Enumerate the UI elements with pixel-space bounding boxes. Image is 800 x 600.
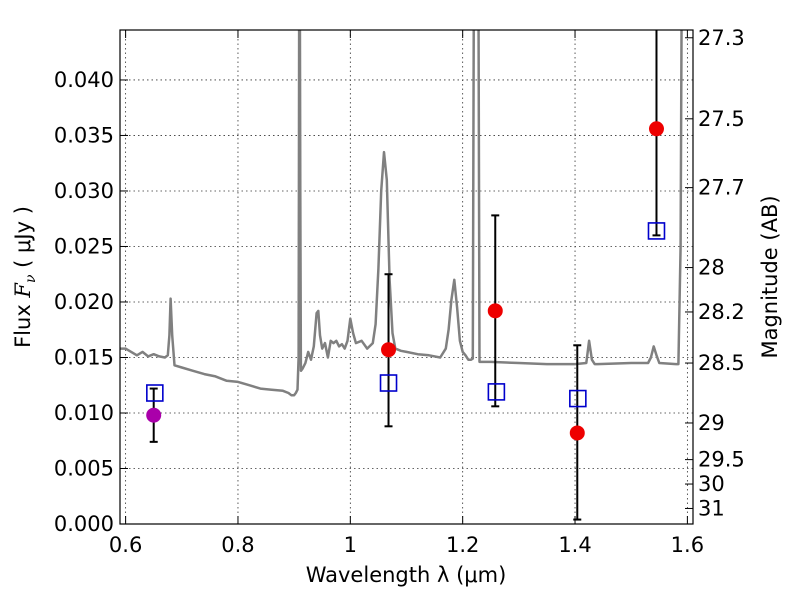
y2-tick-label: 28.2 <box>698 300 745 324</box>
y-axis-label: Flux Fν ( μJy ) <box>11 206 39 348</box>
y-tick-label: 0.025 <box>54 234 114 258</box>
y-tick-label: 0.020 <box>54 290 114 314</box>
y2-tick-label: 29 <box>698 411 725 435</box>
spectrum-line <box>120 30 683 397</box>
plot-frame <box>119 29 694 525</box>
plot-area <box>120 30 683 397</box>
y-tick-label: 0.030 <box>54 179 114 203</box>
y2-tick-label: 28 <box>698 256 725 280</box>
x-tick-label: 0.6 <box>109 533 142 557</box>
y2-tick-label: 28.5 <box>698 351 745 375</box>
observed-flux-point <box>569 425 585 441</box>
x-tick-label: 1 <box>344 533 357 557</box>
model-photometry-square <box>487 383 506 401</box>
x-tick-label: 1.4 <box>558 533 591 557</box>
y-tick-label: 0.035 <box>54 123 114 147</box>
observed-flux-point <box>648 121 664 137</box>
y-tick-label: 0.000 <box>54 512 114 536</box>
observed-flux-point <box>381 342 397 358</box>
y2-tick-label: 27.5 <box>698 107 745 131</box>
x-axis-label: Wavelength λ (μm) <box>306 563 507 587</box>
x-tick-label: 1.2 <box>446 533 479 557</box>
observed-flux-point <box>487 303 503 319</box>
markers <box>146 30 666 521</box>
y-tick-label: 0.015 <box>54 345 114 369</box>
plot-background <box>120 30 693 524</box>
model-photometry-square <box>569 389 587 408</box>
y2-tick-label: 30 <box>698 472 725 496</box>
x-tick-label: 1.6 <box>671 533 704 557</box>
y2-tick-label: 27.7 <box>698 176 745 200</box>
model-photometry-square <box>379 374 398 392</box>
model-photometry-square <box>146 384 164 402</box>
x-tick-label: 0.8 <box>221 533 254 557</box>
y2-tick-label: 27.3 <box>698 26 745 50</box>
y-tick-label: 0.040 <box>54 68 114 92</box>
y-tick-label: 0.010 <box>54 401 114 425</box>
y2-tick-label: 31 <box>698 496 725 520</box>
optical-flux-point <box>146 407 162 423</box>
y2-axis-label: Magnitude (AB) <box>758 195 782 358</box>
ticks: 0.6 0.8 1 1.2 1.4 1.6 0.000 0.005 0.010 0.015 0.02… <box>54 26 745 557</box>
y-tick-label: 0.005 <box>54 456 114 480</box>
model-photometry-square <box>647 222 666 240</box>
y2-tick-label: 29.5 <box>698 448 745 472</box>
